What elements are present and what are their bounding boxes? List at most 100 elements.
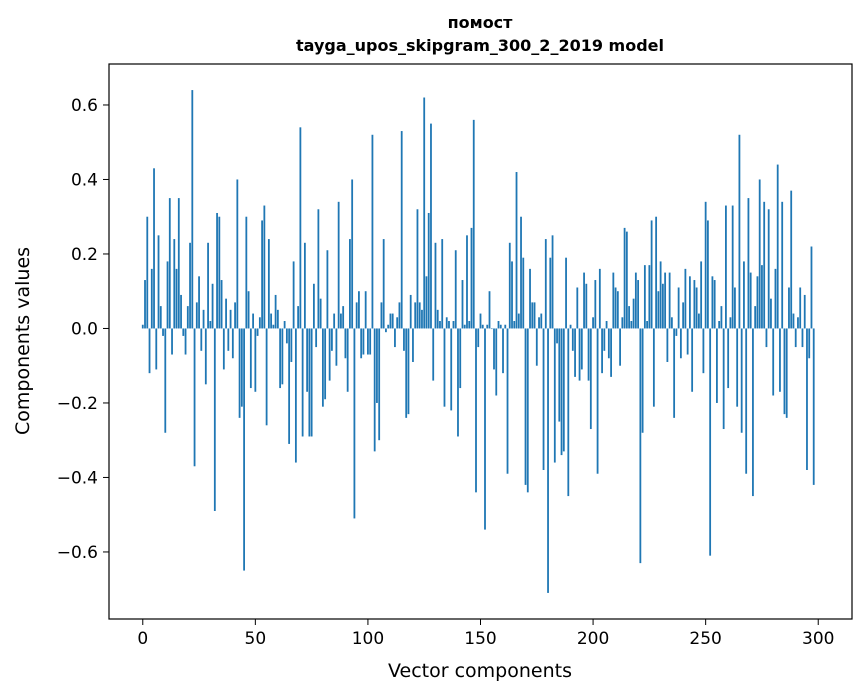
bar — [722, 328, 725, 430]
bar — [569, 324, 572, 329]
bar — [592, 317, 594, 329]
bar — [499, 324, 502, 329]
bar — [349, 239, 351, 329]
bar — [380, 302, 383, 329]
bar — [461, 280, 464, 329]
bar — [387, 324, 390, 329]
bar — [711, 276, 714, 329]
bar — [195, 302, 198, 329]
bar — [661, 283, 664, 329]
bar — [707, 220, 709, 329]
bar — [526, 328, 529, 493]
bar — [157, 235, 160, 329]
bar — [643, 265, 646, 329]
bar — [472, 119, 475, 329]
bar — [484, 328, 486, 530]
bar — [585, 283, 588, 329]
bar — [267, 239, 270, 329]
bar — [177, 198, 180, 329]
bar — [511, 261, 513, 329]
bar — [299, 127, 302, 329]
bar — [716, 328, 718, 403]
bar — [141, 324, 144, 329]
bar — [533, 302, 536, 329]
bar — [637, 280, 640, 329]
x-tick-label: 50 — [245, 629, 267, 649]
bar — [515, 172, 518, 329]
bar — [765, 328, 768, 348]
bar — [603, 328, 606, 351]
bar — [713, 280, 716, 329]
bar — [162, 328, 164, 336]
bar — [240, 328, 243, 407]
bar — [583, 272, 585, 329]
bar — [297, 306, 300, 329]
bar — [414, 302, 417, 329]
bar — [646, 321, 649, 329]
bar — [294, 328, 297, 463]
bar — [376, 328, 378, 403]
bar — [450, 328, 453, 411]
bar — [702, 328, 705, 374]
bar — [628, 306, 630, 329]
bar — [189, 242, 191, 329]
bar — [312, 283, 315, 329]
bar — [547, 328, 549, 593]
bar — [407, 328, 410, 415]
bar — [589, 328, 592, 430]
x-tick-label: 0 — [137, 629, 148, 649]
bar — [686, 328, 689, 355]
bar — [754, 306, 757, 329]
bar — [553, 328, 556, 463]
bar — [736, 328, 739, 407]
bar — [427, 212, 430, 329]
bar — [303, 242, 306, 329]
bar — [673, 328, 676, 418]
bar — [619, 328, 621, 366]
bar — [234, 302, 236, 329]
x-tick-label: 300 — [802, 629, 834, 649]
bar — [454, 250, 457, 329]
bar — [531, 302, 534, 329]
bar — [396, 317, 399, 329]
bar — [243, 328, 245, 571]
bar — [457, 328, 459, 437]
bar — [691, 328, 694, 392]
bar — [385, 328, 387, 333]
bar — [274, 294, 277, 329]
bar — [254, 328, 257, 392]
bar — [601, 328, 603, 374]
bar — [679, 328, 682, 359]
chart-title-line2: tayga_upos_skipgram_300_2_2019 model — [296, 36, 664, 55]
bar — [416, 209, 419, 329]
bar — [774, 268, 777, 329]
bar — [598, 268, 601, 329]
bar — [418, 302, 421, 329]
bar — [308, 328, 311, 437]
bar — [709, 328, 712, 556]
bar — [693, 280, 696, 329]
bar — [655, 216, 658, 329]
bar — [542, 328, 545, 470]
bar — [675, 328, 678, 336]
bar — [684, 268, 687, 329]
bar — [479, 313, 482, 329]
bar — [321, 328, 324, 407]
bar — [382, 239, 385, 329]
bar — [770, 298, 772, 329]
bar — [788, 287, 790, 329]
bar — [360, 328, 363, 359]
bar — [612, 272, 615, 329]
bar — [670, 317, 673, 329]
bar — [752, 328, 754, 497]
bar — [517, 313, 520, 329]
bar — [301, 328, 304, 437]
bar — [562, 328, 565, 452]
bar — [490, 328, 493, 330]
bar — [333, 313, 336, 329]
bar — [436, 309, 439, 329]
bar — [331, 328, 333, 351]
bar — [488, 291, 491, 329]
bar — [186, 306, 189, 329]
